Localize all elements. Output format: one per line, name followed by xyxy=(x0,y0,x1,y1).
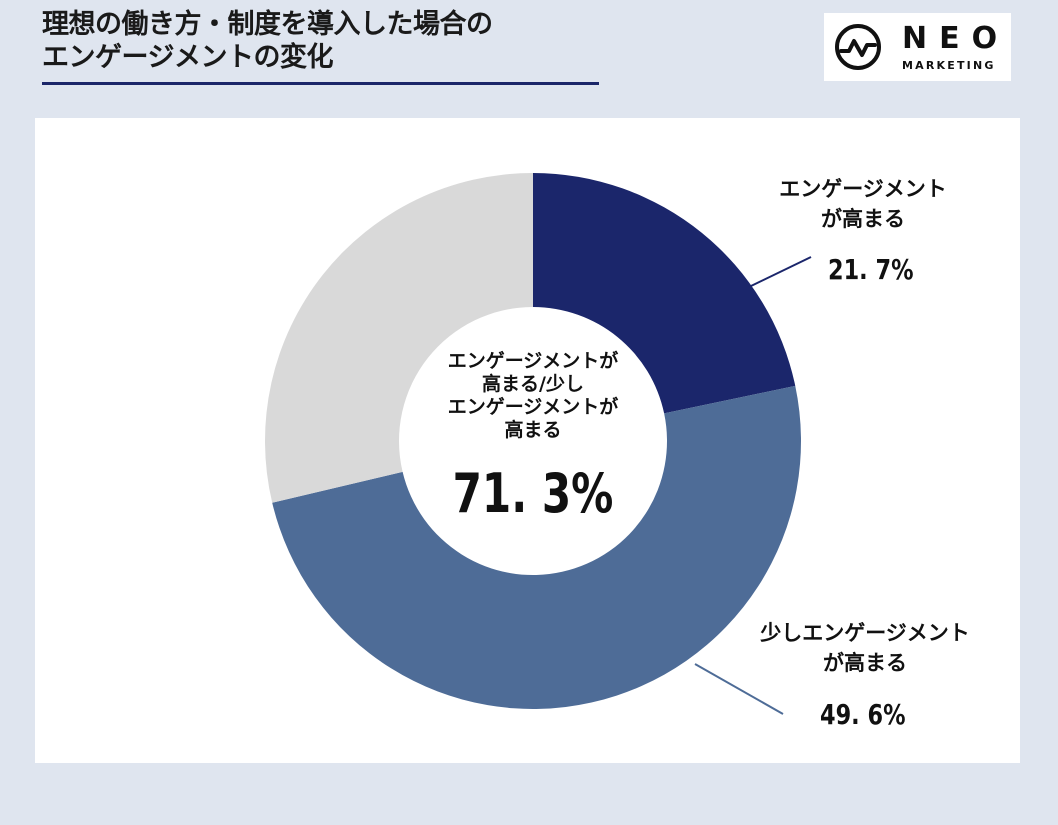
center-label-line1: エンゲージメントが xyxy=(447,350,619,372)
chart-title-line-2: エンゲージメントの変化 xyxy=(42,42,333,73)
leader-line-engagement-rises xyxy=(750,256,812,287)
label-engagement-rises-line1: エンゲージメント xyxy=(779,177,947,201)
center-label-line3: エンゲージメントが xyxy=(447,396,619,418)
chart-card: エンゲージメント が高まる 21. 7% 少しエンゲージメント が高まる 49.… xyxy=(35,118,1020,763)
pct-engagement-rises: 21. 7% xyxy=(828,253,914,286)
leader-line-slightly-rises xyxy=(694,663,784,715)
donut-chart xyxy=(265,173,812,715)
slice-other xyxy=(265,173,533,503)
pct-slightly-rises: 49. 6% xyxy=(820,698,906,731)
center-label: エンゲージメントが 高まる/少し エンゲージメントが 高まる xyxy=(405,350,661,442)
label-slightly-rises-line1: 少しエンゲージメント xyxy=(760,621,970,645)
title-block: 理想の働き方・制度を導入した場合の エンゲージメントの変化 xyxy=(42,8,602,74)
label-engagement-rises: エンゲージメント が高まる xyxy=(738,174,988,234)
label-engagement-rises-line2: が高まる xyxy=(821,207,905,231)
slice-engagement-rises xyxy=(533,173,796,414)
pulse-circle-icon xyxy=(835,24,881,70)
center-label-line2: 高まる/少し xyxy=(482,373,584,395)
label-slightly-rises: 少しエンゲージメント が高まる xyxy=(730,618,1000,678)
logo-subtext: MARKETING xyxy=(902,59,996,72)
logo-text: NEO xyxy=(902,21,1010,56)
title-underline xyxy=(42,82,599,85)
label-slightly-rises-line2: が高まる xyxy=(823,651,907,675)
center-total-pct: 71. 3% xyxy=(452,462,614,525)
center-label-line4: 高まる xyxy=(504,419,562,441)
chart-title-line-1: 理想の働き方・制度を導入した場合の xyxy=(42,9,493,40)
neo-marketing-logo: NEO MARKETING xyxy=(824,13,1011,81)
slice-slightly-rises xyxy=(272,385,801,709)
